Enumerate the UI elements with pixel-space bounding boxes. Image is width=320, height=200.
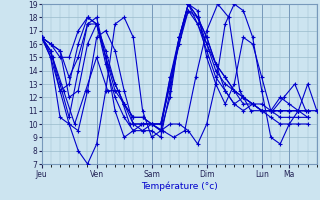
- X-axis label: Température (°c): Température (°c): [141, 181, 218, 191]
